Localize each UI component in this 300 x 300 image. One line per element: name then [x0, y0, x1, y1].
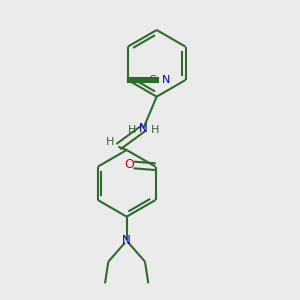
Text: N: N — [139, 122, 148, 135]
Text: N: N — [122, 233, 131, 247]
Text: H: H — [151, 125, 159, 135]
Text: O: O — [124, 158, 134, 172]
Text: N: N — [162, 75, 170, 85]
Text: H: H — [128, 125, 136, 135]
Text: C: C — [148, 75, 156, 85]
Text: H: H — [106, 137, 114, 147]
